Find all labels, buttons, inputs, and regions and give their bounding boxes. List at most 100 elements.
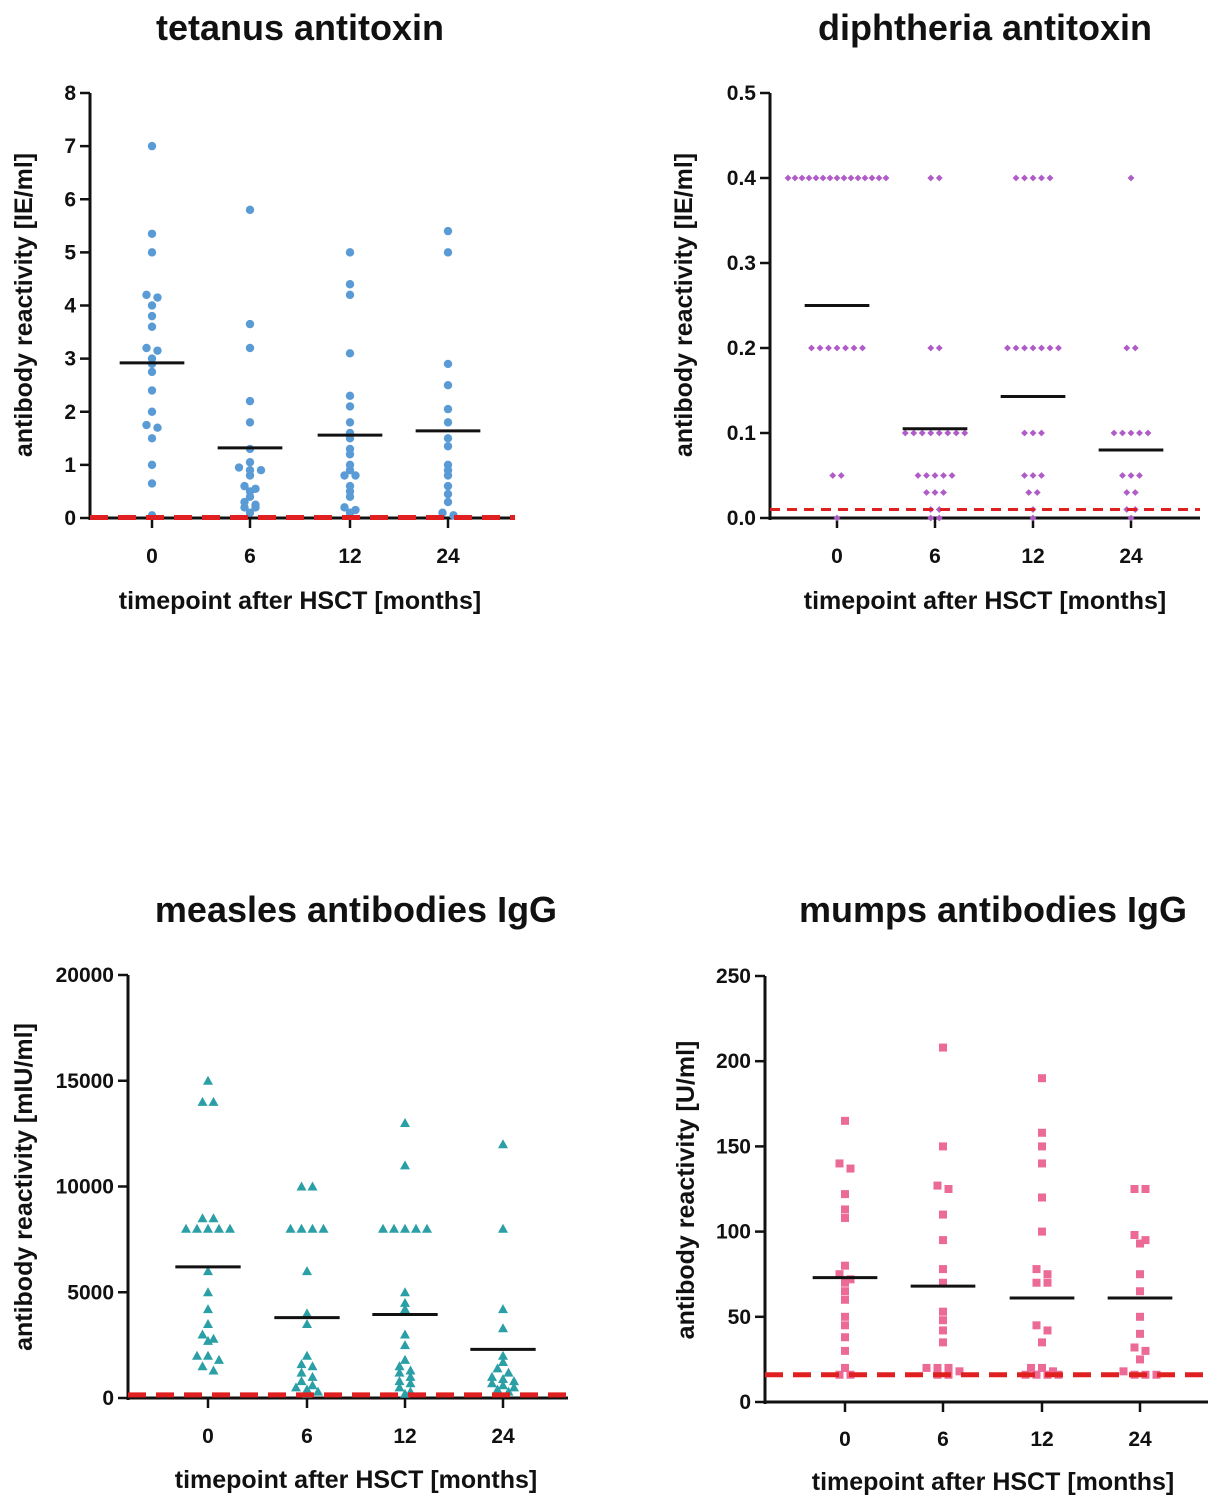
data-point	[1127, 429, 1135, 437]
x-axis-label: timepoint after HSCT [months]	[119, 587, 482, 615]
data-point	[400, 1118, 410, 1128]
y-tick-label: 0.1	[727, 422, 757, 445]
data-point	[291, 1382, 301, 1392]
data-point	[841, 1116, 849, 1125]
data-point	[345, 280, 355, 289]
data-point	[1141, 1346, 1150, 1355]
data-point	[1038, 1074, 1046, 1083]
data-point	[142, 343, 151, 353]
data-point	[214, 1354, 224, 1364]
data-point	[307, 1361, 318, 1371]
data-point	[935, 429, 943, 437]
data-point	[443, 471, 453, 480]
data-point	[1123, 344, 1131, 352]
x-tick-label: 24	[436, 545, 460, 568]
data-point	[340, 503, 349, 512]
data-point	[1130, 1231, 1139, 1240]
data-point	[841, 1278, 849, 1287]
data-point	[181, 1223, 191, 1233]
data-point	[1029, 429, 1037, 437]
data-point	[307, 1223, 318, 1233]
data-point	[509, 1376, 519, 1386]
data-point	[835, 1159, 844, 1168]
x-tick-label: 6	[929, 545, 941, 568]
data-point	[142, 420, 151, 430]
plot-area: 0 50 100 150 200 250 0 6 12 24	[716, 965, 1208, 1451]
data-point	[805, 174, 813, 182]
data-point	[1032, 1278, 1041, 1287]
data-point	[147, 367, 157, 377]
data-point	[197, 1096, 208, 1106]
data-point	[833, 174, 841, 182]
data-point	[927, 514, 935, 522]
data-point	[1038, 174, 1045, 182]
x-tick-label: 6	[937, 1428, 949, 1451]
data-point	[340, 471, 349, 480]
y-tick-label: 0.0	[727, 507, 756, 530]
data-point	[918, 429, 926, 437]
data-point	[307, 1380, 318, 1390]
data-point	[400, 1287, 410, 1297]
data-point	[939, 1265, 947, 1274]
data-point	[1136, 1329, 1144, 1338]
data-point	[411, 1223, 421, 1233]
data-point	[400, 1304, 410, 1314]
data-point	[405, 1365, 416, 1375]
data-point	[1046, 344, 1054, 352]
data-point	[345, 290, 355, 300]
data-point	[197, 1329, 208, 1339]
y-axis-label: antibody reactivity [mIU/ml]	[10, 1023, 38, 1351]
data-point	[875, 174, 883, 182]
data-point	[1130, 1185, 1139, 1193]
data-point	[933, 1181, 942, 1190]
data-point	[825, 344, 832, 352]
data-point	[498, 1350, 508, 1360]
data-point	[245, 418, 255, 427]
data-point	[1038, 1128, 1046, 1137]
data-point	[841, 1205, 849, 1214]
data-point	[1038, 429, 1045, 437]
x-tick-label: 0	[839, 1428, 851, 1451]
data-point	[933, 1363, 942, 1372]
data-point	[1119, 429, 1126, 437]
data-point	[939, 1326, 947, 1335]
data-point	[1123, 489, 1131, 496]
data-point	[868, 174, 876, 182]
data-point	[1021, 174, 1028, 182]
data-point	[345, 450, 355, 459]
data-point	[1025, 489, 1033, 496]
data-point	[245, 343, 255, 353]
data-point	[939, 1142, 947, 1151]
data-point	[443, 497, 453, 507]
data-point	[147, 301, 157, 310]
data-point	[400, 1388, 410, 1398]
data-point	[240, 503, 249, 512]
data-point	[841, 1346, 849, 1355]
data-point	[939, 1210, 947, 1219]
data-point	[345, 349, 355, 358]
data-point	[1127, 514, 1135, 522]
data-point	[927, 174, 935, 182]
data-point	[234, 463, 244, 472]
x-tick-label: 0	[146, 545, 158, 568]
y-tick-label: 0.5	[727, 82, 757, 105]
y-axis-label: antibody reactivity [IE/ml]	[10, 153, 38, 457]
data-point	[302, 1308, 312, 1318]
data-point	[1029, 472, 1037, 479]
data-point	[400, 1297, 410, 1307]
data-point	[955, 1367, 964, 1376]
data-point	[147, 311, 157, 321]
y-tick-label: 3	[64, 348, 76, 371]
data-point	[846, 1164, 855, 1173]
data-point	[1021, 472, 1028, 479]
data-point	[901, 429, 909, 437]
data-point	[1029, 174, 1037, 182]
data-point	[1021, 344, 1028, 352]
y-tick-label: 0	[64, 507, 76, 530]
data-point	[245, 319, 255, 329]
data-point	[841, 1295, 849, 1304]
y-tick-label: 0.2	[727, 337, 756, 360]
data-point	[939, 1278, 947, 1287]
data-point	[443, 434, 453, 443]
data-point	[147, 434, 157, 443]
